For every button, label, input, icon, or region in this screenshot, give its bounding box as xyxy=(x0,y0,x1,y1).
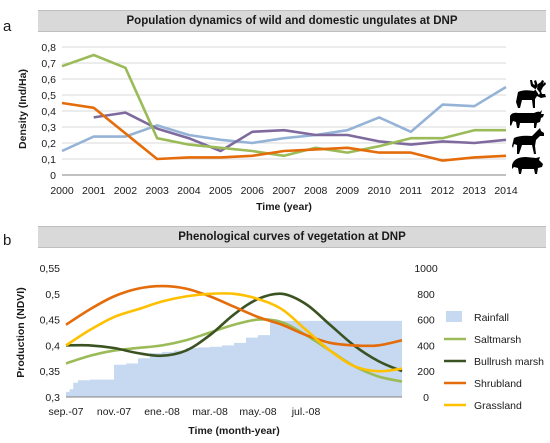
y-tick-label: 0,1 xyxy=(41,154,56,166)
series-line-shrubland xyxy=(65,284,403,348)
panel-a-letter: a xyxy=(3,18,12,35)
x-tick-label: 2013 xyxy=(463,185,487,197)
horse-icon xyxy=(512,128,544,154)
y-axis-title: Density (Ind/Ha) xyxy=(17,69,29,149)
y-tick-label: 0,5 xyxy=(41,90,56,102)
y2-tick-label: 0 xyxy=(423,392,429,404)
population-chart: 0 0,1 0,2 0,3 0,4 0,5 0,6 0,7 0,8 2000 2001 2002 200… xyxy=(17,42,546,213)
horse-shape xyxy=(512,128,544,154)
x-tick-label: 2000 xyxy=(50,185,74,197)
y-tick-label: 0,7 xyxy=(41,58,56,70)
cattle-icon xyxy=(510,110,544,128)
x-tick-label: 2010 xyxy=(367,185,391,197)
series-line-grassland xyxy=(65,292,403,373)
series-line-bullrush-marsh xyxy=(65,292,403,373)
y-tick-label: 0,55 xyxy=(40,263,61,275)
y-tick-label: 0,3 xyxy=(41,122,56,134)
y-tick-label: 0,45 xyxy=(40,315,61,327)
panel-a-title: Population dynamics of wild and domestic… xyxy=(38,10,546,32)
y2-tick-label: 600 xyxy=(417,315,435,327)
y-tick-label: 0,5 xyxy=(45,289,60,301)
y-tick-label: 0,3 xyxy=(45,392,60,404)
boar-shape xyxy=(512,157,543,174)
legend-label-grassland: Grassland xyxy=(474,400,522,412)
x-tick-label: 2011 xyxy=(400,185,423,197)
y-tick-label: 0,4 xyxy=(41,106,56,118)
deer-shape xyxy=(516,80,546,108)
x-tick-label: sep.-07 xyxy=(48,406,83,418)
x-tick-label: 2002 xyxy=(114,185,138,197)
y2-tick-label: 200 xyxy=(417,366,435,378)
x-tick-label: 2009 xyxy=(336,185,360,197)
legend-label-rainfall: Rainfall xyxy=(474,312,509,324)
series-line-horse xyxy=(61,53,506,158)
x-tick-label: 2005 xyxy=(209,185,233,197)
x-tick-label: nov.-07 xyxy=(97,406,131,418)
panel-b-letter: b xyxy=(3,232,12,249)
y2-tick-label: 1000 xyxy=(414,263,438,275)
x-tick-label: mar.-08 xyxy=(192,406,228,418)
y-tick-label: 0,4 xyxy=(45,340,60,352)
cattle-shape xyxy=(510,110,544,128)
x-tick-label: 2012 xyxy=(431,185,455,197)
x-tick-label: ene.-08 xyxy=(144,406,180,418)
x-tick-label: 2001 xyxy=(82,185,106,197)
series-line-boar xyxy=(61,101,507,162)
y-tick-label: 0,8 xyxy=(41,42,56,54)
panel-b-title: Phenological curves of vegetation at DNP xyxy=(38,226,546,248)
animal-icons xyxy=(510,80,546,174)
series-line-deer xyxy=(61,85,507,153)
x-tick-label: 2003 xyxy=(145,185,169,197)
y-axis-title: Production (NDVI) xyxy=(15,287,27,377)
x-tick-label: 2004 xyxy=(177,185,201,197)
x-tick-label: 2014 xyxy=(494,185,518,197)
y-tick-label: 0,2 xyxy=(41,138,56,150)
x-tick-label: may.-08 xyxy=(239,406,276,418)
legend-swatch-rainfall xyxy=(446,311,462,322)
y2-tick-label: 400 xyxy=(417,340,435,352)
legend-label-bullrush-marsh: Bullrush marsh xyxy=(474,356,544,368)
legend-label-saltmarsh: Saltmarsh xyxy=(474,334,521,346)
x-axis-title: Time (month-year) xyxy=(188,425,279,437)
y-tick-label: 0,6 xyxy=(41,74,56,86)
x-tick-label: 2008 xyxy=(304,185,328,197)
y-tick-label: 0,35 xyxy=(40,366,61,378)
series-line-cattle xyxy=(93,111,507,153)
x-tick-label: 2007 xyxy=(272,185,296,197)
x-tick-label: jul.-08 xyxy=(291,406,321,418)
x-tick-label: 2006 xyxy=(241,185,265,197)
legend-label-shrubland: Shrubland xyxy=(474,378,522,390)
y-tick-label: 0 xyxy=(50,170,56,182)
boar-icon xyxy=(512,157,543,174)
x-axis-title: Time (year) xyxy=(256,201,312,213)
y2-tick-label: 800 xyxy=(417,289,435,301)
deer-icon xyxy=(516,80,546,108)
rainfall-area xyxy=(66,320,402,397)
